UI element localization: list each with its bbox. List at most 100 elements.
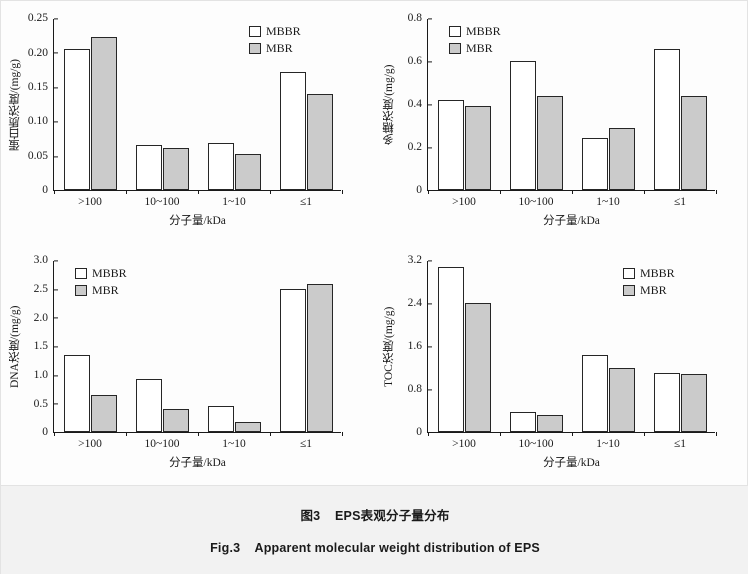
bar-mbbr-0 <box>63 354 90 432</box>
x-tick-label: ≤1 <box>299 438 313 450</box>
x-tick-label: 1~10 <box>596 438 620 450</box>
y-tick-label: 0.6 <box>407 55 422 68</box>
x-tick-label: ≤1 <box>673 438 687 450</box>
legend-label-mbbr: MBBR <box>266 24 301 38</box>
bar-mbbr-2 <box>581 354 608 432</box>
bar-mbr-2 <box>234 421 261 432</box>
x-tick-mark <box>270 432 271 436</box>
y-tick-label: 2.5 <box>33 282 48 295</box>
y-tick-mark <box>54 155 58 157</box>
bar-mbbr-3 <box>279 288 306 432</box>
y-tick-label: 3.0 <box>33 254 48 267</box>
y-axis-label: 蛋白质浓度/(mg/g) <box>9 59 21 151</box>
y-tick-label: 2.4 <box>407 297 422 310</box>
bar-mbr-0 <box>90 395 117 432</box>
x-tick-mark <box>428 432 429 436</box>
x-tick-mark <box>342 190 343 194</box>
y-tick-label: 0.25 <box>27 12 48 25</box>
x-tick-mark <box>644 190 645 194</box>
bar-mbr-0 <box>464 303 491 432</box>
y-tick-label: 1.5 <box>33 340 48 353</box>
x-tick-label: 10~100 <box>144 438 180 450</box>
bar-mbbr-0 <box>63 48 90 190</box>
y-tick-label: 0 <box>42 426 48 439</box>
bar-mbbr-0 <box>437 267 464 432</box>
bar-mbr-3 <box>306 284 333 432</box>
x-tick-label: ≤1 <box>673 196 687 208</box>
x-tick-mark <box>126 190 127 194</box>
x-tick-label: 10~100 <box>518 438 554 450</box>
x-tick-label: 10~100 <box>144 196 180 208</box>
legend-swatch-mbr <box>623 284 635 296</box>
y-tick-mark <box>54 52 58 54</box>
plot-axes: 0 0.05 0.10 0.15 0.20 0.25 >100 10~100 1~10 ≤1 分子量… <box>28 13 343 227</box>
y-tick-mark <box>54 121 58 123</box>
y-tick-label: 0 <box>416 184 422 197</box>
legend: MBBR MBR <box>249 25 301 54</box>
plot-axes: 0 0.8 1.6 2.4 3.2 >100 10~100 1~10 ≤1 分子量/kDa <box>408 255 717 469</box>
x-axis-label: 分子量/kDa <box>169 457 226 469</box>
legend-item-mbr: MBR <box>623 284 675 296</box>
legend: MBBR MBR <box>449 25 501 54</box>
bar-mbbr-3 <box>279 71 306 190</box>
y-tick-mark <box>54 317 58 319</box>
x-tick-label: 1~10 <box>222 196 246 208</box>
bar-mbbr-0 <box>437 99 464 190</box>
bar-mbr-0 <box>90 37 117 190</box>
y-tick-mark <box>428 104 432 106</box>
legend-swatch-mbr <box>249 42 261 54</box>
y-tick-mark <box>54 403 58 405</box>
bar-mbr-0 <box>464 106 491 190</box>
legend-swatch-mbbr <box>249 25 261 37</box>
bar-mbr-1 <box>162 408 189 432</box>
x-tick-label: ≤1 <box>299 196 313 208</box>
x-tick-mark <box>342 432 343 436</box>
legend: MBBR MBR <box>75 267 127 296</box>
x-tick-label: 1~10 <box>596 196 620 208</box>
x-tick-mark <box>500 190 501 194</box>
bar-mbr-3 <box>306 93 333 190</box>
caption-chinese: 图3 EPS表观分子量分布 <box>300 509 450 523</box>
legend-label-mbr: MBR <box>92 283 119 297</box>
plot-axes: 0 0.5 1.0 1.5 2.0 2.5 3.0 >100 10~100 1~10 ≤1 分子量/k… <box>34 255 343 469</box>
y-tick-label: 1.6 <box>407 340 422 353</box>
legend-swatch-mbbr <box>623 267 635 279</box>
x-tick-mark <box>198 432 199 436</box>
legend-item-mbr: MBR <box>75 284 127 296</box>
legend: MBBR MBR <box>623 267 675 296</box>
legend-item-mbbr: MBBR <box>75 267 127 279</box>
y-tick-label: 0.15 <box>27 81 48 94</box>
legend-swatch-mbbr <box>75 267 87 279</box>
x-tick-mark <box>572 432 573 436</box>
bar-mbbr-1 <box>509 61 536 190</box>
x-axis-label: 分子量/kDa <box>543 215 600 227</box>
y-tick-mark <box>428 389 432 391</box>
legend-item-mbr: MBR <box>249 42 301 54</box>
x-axis-label: 分子量/kDa <box>169 215 226 227</box>
bar-mbbr-2 <box>207 143 234 190</box>
bar-mbr-1 <box>536 415 563 432</box>
bar-mbbr-3 <box>653 49 680 190</box>
legend-item-mbbr: MBBR <box>449 25 501 37</box>
plot-axes: 0 0.2 0.4 0.6 0.8 >100 10~100 1~10 ≤1 分子量/kDa <box>408 13 717 227</box>
y-tick-mark <box>428 303 432 305</box>
y-tick-label: 2.0 <box>33 311 48 324</box>
legend-item-mbbr: MBBR <box>249 25 301 37</box>
bar-mbr-3 <box>680 96 707 190</box>
chart-panel-toc: TOC浓度/(mg/g) 0 0.8 1.6 2.4 3.2 >100 10~100 1~10 ≤… <box>375 243 748 485</box>
bar-mbbr-1 <box>135 378 162 432</box>
y-tick-mark <box>54 87 58 89</box>
bar-mbbr-2 <box>581 138 608 190</box>
x-tick-mark <box>716 432 717 436</box>
y-tick-mark <box>428 18 432 20</box>
y-axis-label: DNA浓度/(mg/g) <box>9 305 21 389</box>
bar-mbr-1 <box>536 96 563 190</box>
figure-caption: 图3 EPS表观分子量分布 Fig.3 Apparent molecular w… <box>1 485 748 574</box>
x-tick-label: >100 <box>452 438 476 450</box>
caption-english: Fig.3 Apparent molecular weight distribu… <box>210 541 540 555</box>
plot-dna: DNA浓度/(mg/g) 0 0.5 1.0 1.5 2.0 2.5 3.0 >100 10~10… <box>1 243 375 485</box>
y-tick-label: 0.8 <box>407 12 422 25</box>
x-tick-mark <box>270 190 271 194</box>
x-tick-mark <box>716 190 717 194</box>
